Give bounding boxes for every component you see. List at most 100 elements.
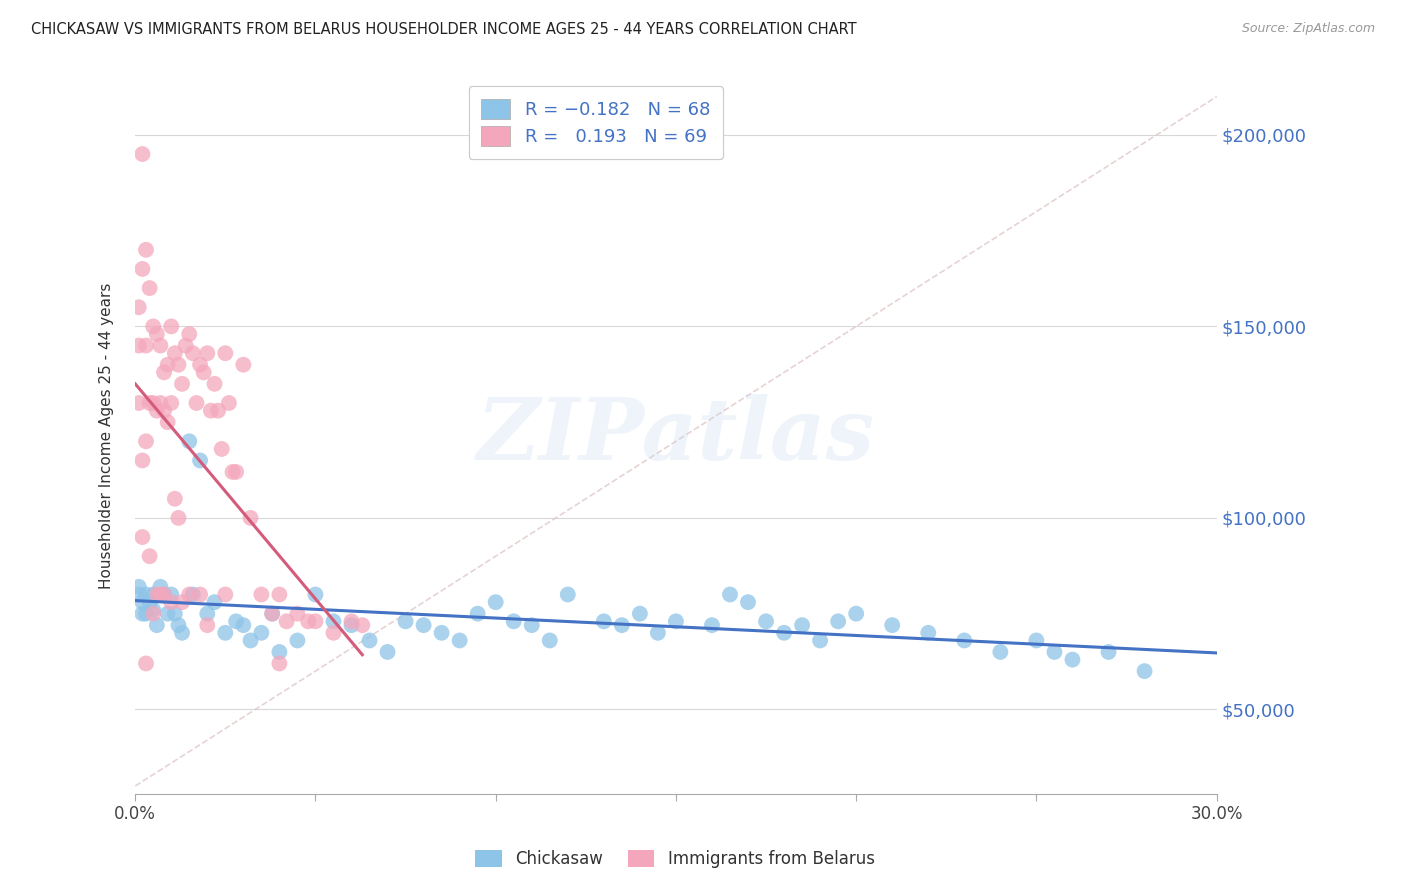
Point bbox=[156, 358, 179, 372]
Point bbox=[269, 657, 291, 671]
Point bbox=[131, 530, 153, 544]
Point bbox=[149, 580, 172, 594]
Point bbox=[153, 587, 176, 601]
Point bbox=[156, 607, 179, 621]
Point bbox=[142, 396, 165, 410]
Point bbox=[287, 633, 309, 648]
Point bbox=[138, 549, 160, 564]
Point bbox=[340, 615, 363, 629]
Point bbox=[647, 625, 669, 640]
Point bbox=[1062, 652, 1084, 666]
Point bbox=[449, 633, 471, 648]
Point bbox=[146, 403, 169, 417]
Point bbox=[128, 396, 150, 410]
Point bbox=[718, 587, 741, 601]
Point bbox=[225, 615, 247, 629]
Point bbox=[163, 346, 186, 360]
Point bbox=[149, 587, 172, 601]
Point bbox=[737, 595, 759, 609]
Point bbox=[502, 615, 524, 629]
Point bbox=[131, 607, 153, 621]
Point bbox=[153, 587, 176, 601]
Point bbox=[170, 595, 193, 609]
Point bbox=[755, 615, 778, 629]
Point bbox=[412, 618, 434, 632]
Point bbox=[204, 376, 226, 391]
Point bbox=[128, 338, 150, 352]
Point bbox=[200, 403, 222, 417]
Point bbox=[557, 587, 579, 601]
Point bbox=[297, 615, 319, 629]
Point bbox=[287, 607, 309, 621]
Point bbox=[773, 625, 796, 640]
Point bbox=[131, 453, 153, 467]
Point bbox=[188, 358, 211, 372]
Point bbox=[163, 491, 186, 506]
Point bbox=[322, 615, 344, 629]
Point bbox=[340, 618, 363, 632]
Point bbox=[700, 618, 723, 632]
Point bbox=[262, 607, 284, 621]
Point bbox=[827, 615, 849, 629]
Point bbox=[262, 607, 284, 621]
Text: ZIPatlas: ZIPatlas bbox=[477, 393, 875, 477]
Point bbox=[790, 618, 813, 632]
Point bbox=[167, 511, 190, 525]
Point bbox=[218, 396, 240, 410]
Point bbox=[153, 365, 176, 379]
Point bbox=[128, 587, 150, 601]
Point bbox=[520, 618, 543, 632]
Text: CHICKASAW VS IMMIGRANTS FROM BELARUS HOUSEHOLDER INCOME AGES 25 - 44 YEARS CORRE: CHICKASAW VS IMMIGRANTS FROM BELARUS HOU… bbox=[31, 22, 856, 37]
Point bbox=[128, 580, 150, 594]
Point bbox=[232, 358, 254, 372]
Point bbox=[167, 618, 190, 632]
Point bbox=[156, 415, 179, 429]
Point bbox=[135, 587, 157, 601]
Point bbox=[538, 633, 561, 648]
Point bbox=[352, 618, 374, 632]
Point bbox=[430, 625, 453, 640]
Point bbox=[221, 465, 243, 479]
Point bbox=[204, 595, 226, 609]
Point bbox=[1133, 664, 1156, 678]
Point bbox=[359, 633, 381, 648]
Point bbox=[142, 603, 165, 617]
Point bbox=[845, 607, 868, 621]
Point bbox=[163, 607, 186, 621]
Point bbox=[239, 511, 262, 525]
Point bbox=[179, 327, 201, 342]
Point bbox=[225, 465, 247, 479]
Point bbox=[1043, 645, 1066, 659]
Point bbox=[211, 442, 233, 456]
Point bbox=[304, 615, 326, 629]
Point bbox=[135, 338, 157, 352]
Point bbox=[953, 633, 976, 648]
Point bbox=[322, 625, 344, 640]
Point bbox=[135, 607, 157, 621]
Point bbox=[160, 595, 183, 609]
Point bbox=[207, 403, 229, 417]
Point bbox=[170, 376, 193, 391]
Point bbox=[179, 434, 201, 449]
Point bbox=[882, 618, 904, 632]
Text: Source: ZipAtlas.com: Source: ZipAtlas.com bbox=[1241, 22, 1375, 36]
Point bbox=[179, 587, 201, 601]
Point bbox=[808, 633, 831, 648]
Point bbox=[181, 346, 204, 360]
Point bbox=[250, 587, 273, 601]
Point bbox=[138, 396, 160, 410]
Point bbox=[467, 607, 489, 621]
Point bbox=[142, 607, 165, 621]
Legend: Chickasaw, Immigrants from Belarus: Chickasaw, Immigrants from Belarus bbox=[468, 843, 882, 875]
Point bbox=[135, 434, 157, 449]
Point bbox=[188, 453, 211, 467]
Point bbox=[394, 615, 416, 629]
Point bbox=[135, 243, 157, 257]
Point bbox=[195, 618, 218, 632]
Point bbox=[188, 587, 211, 601]
Point bbox=[988, 645, 1011, 659]
Point bbox=[160, 587, 183, 601]
Point bbox=[628, 607, 651, 621]
Point bbox=[146, 327, 169, 342]
Point bbox=[1097, 645, 1119, 659]
